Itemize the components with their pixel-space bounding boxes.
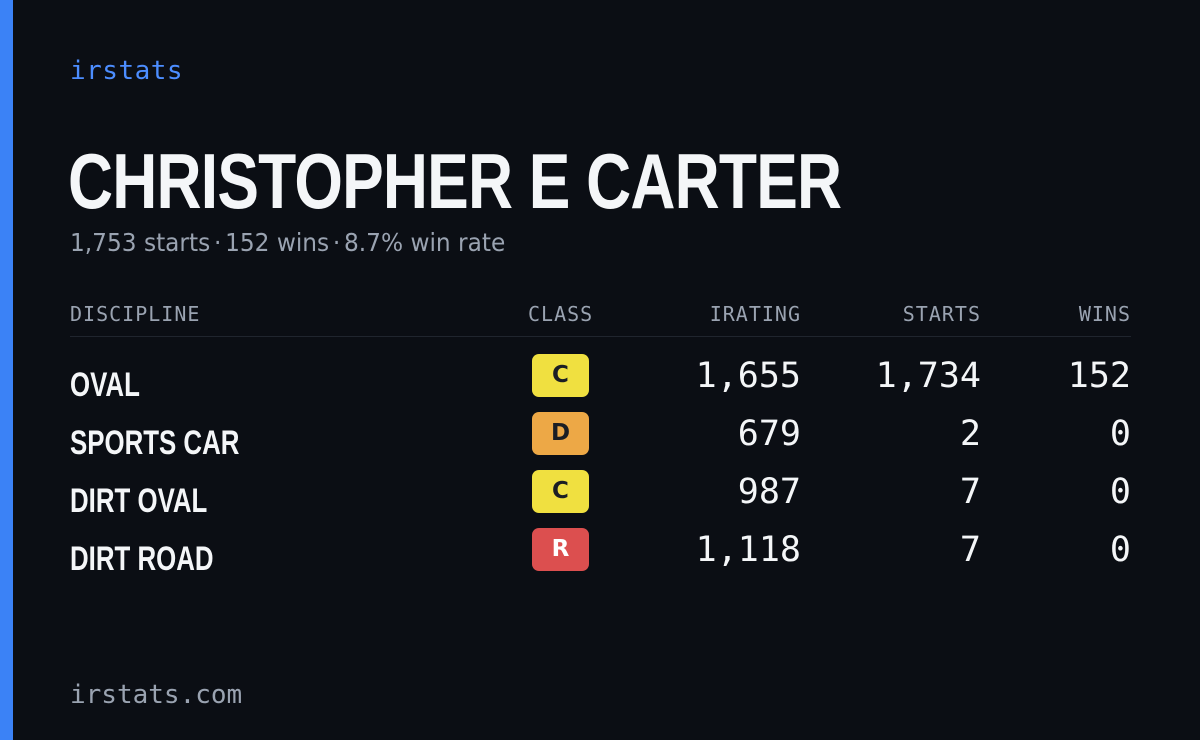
brand-logo-text: irstats xyxy=(70,56,184,86)
license-class-badge: D xyxy=(532,412,589,455)
license-class-badge: R xyxy=(532,528,589,571)
footer-url[interactable]: irstats.com xyxy=(70,680,243,710)
discipline-name: SPORTS CAR xyxy=(70,424,240,462)
table-row: DIRT OVAL C 987 7 0 xyxy=(70,470,1131,520)
header-irating: IRATING xyxy=(709,302,801,326)
header-starts: STARTS xyxy=(902,302,981,326)
wins-summary: 152 wins xyxy=(225,228,330,257)
winrate-summary: 8.7% win rate xyxy=(344,228,506,257)
header-class: CLASS xyxy=(528,302,594,326)
starts-value: 7 xyxy=(959,472,981,512)
discipline-name: OVAL xyxy=(70,366,140,404)
wins-value: 0 xyxy=(1109,414,1131,454)
license-class-badge: C xyxy=(532,470,589,513)
irating-value: 1,655 xyxy=(695,356,801,396)
header-discipline: DISCIPLINE xyxy=(70,302,201,326)
wins-value: 0 xyxy=(1109,472,1131,512)
career-summary: 1,753 starts · 152 wins · 8.7% win rate xyxy=(70,228,505,257)
discipline-name: DIRT ROAD xyxy=(70,540,214,578)
irating-value: 1,118 xyxy=(695,530,801,570)
license-class-badge: C xyxy=(532,354,589,397)
header-wins: WINS xyxy=(1078,302,1131,326)
summary-separator: · xyxy=(332,228,341,257)
wins-value: 152 xyxy=(1067,356,1131,396)
irating-value: 987 xyxy=(737,472,801,512)
stats-table-header: DISCIPLINE CLASS IRATING STARTS WINS xyxy=(70,300,1131,337)
table-row: OVAL C 1,655 1,734 152 xyxy=(70,354,1131,404)
wins-value: 0 xyxy=(1109,530,1131,570)
irating-value: 679 xyxy=(737,414,801,454)
starts-value: 7 xyxy=(959,530,981,570)
starts-value: 2 xyxy=(959,414,981,454)
player-name: CHRISTOPHER E CARTER xyxy=(68,137,842,225)
table-row: SPORTS CAR D 679 2 0 xyxy=(70,412,1131,462)
starts-value: 1,734 xyxy=(875,356,981,396)
table-row: DIRT ROAD R 1,118 7 0 xyxy=(70,528,1131,578)
discipline-name: DIRT OVAL xyxy=(70,482,208,520)
summary-separator: · xyxy=(213,228,222,257)
starts-summary: 1,753 starts xyxy=(70,228,211,257)
accent-bar xyxy=(0,0,13,740)
